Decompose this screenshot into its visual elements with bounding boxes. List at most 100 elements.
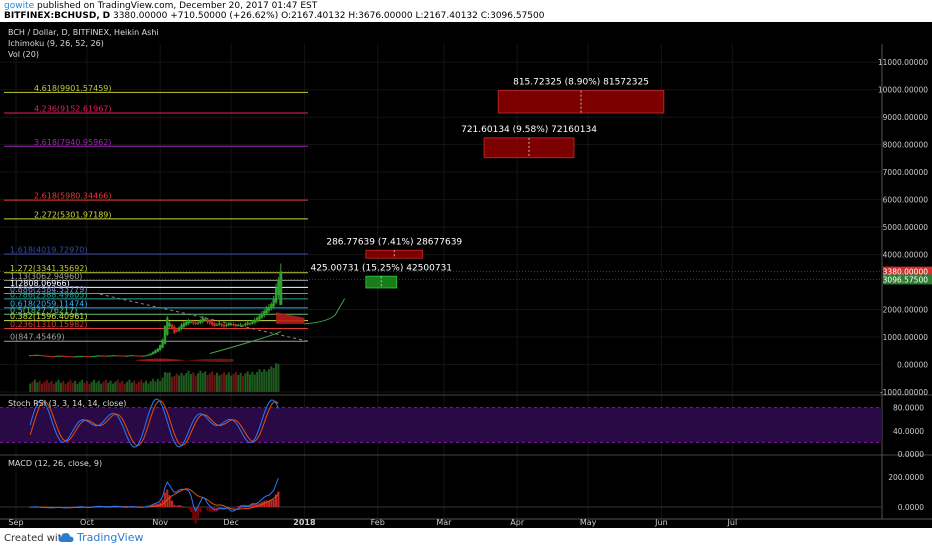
volume-bar (277, 364, 280, 392)
candle-body (111, 355, 115, 357)
candle-body (244, 323, 247, 326)
candle-body (199, 320, 202, 323)
macd-histogram-bar (163, 492, 166, 507)
volume-bar (74, 380, 77, 392)
macd-histogram-bar (208, 507, 211, 512)
tradingview-brand[interactable]: TradingView (58, 531, 143, 544)
volume-bar (253, 374, 256, 392)
candle-body (161, 339, 164, 348)
macd-histogram-bar (171, 500, 174, 507)
candle-body (213, 323, 216, 327)
candle-body (185, 321, 188, 326)
candle-body (99, 355, 103, 357)
close-value: 3096.57500 (490, 11, 545, 21)
axes: 11000.00000 10000.00000 9000.00000 8000.000… (0, 58, 932, 527)
volume-bar (211, 371, 214, 392)
macd-histogram-bar (111, 506, 114, 508)
macd-histogram-bar (272, 499, 275, 507)
macd-histogram-bar (237, 506, 240, 507)
interval: D (102, 11, 111, 21)
chart-canvas[interactable]: 4.618(9901.57459) 4.236(9152.61967) 3.618(… (0, 22, 932, 528)
candle-body (170, 324, 174, 329)
candle-body (211, 322, 214, 325)
time-tick-label: Sep (8, 518, 23, 527)
volume-bar (90, 381, 93, 392)
candle-body (133, 355, 136, 357)
candle-body (80, 356, 84, 358)
fib-level-label: 0.886(2584.53779) (10, 285, 88, 294)
candle-body (151, 351, 155, 355)
volume-bar (128, 379, 131, 392)
volume-bar (48, 382, 51, 392)
candle-body (173, 326, 176, 333)
volume-bar (88, 383, 91, 392)
stoch-title: Stoch RSI (3, 3, 14, 14, close) (8, 399, 126, 408)
volume-bar (241, 375, 244, 392)
macd-histogram-bar (267, 501, 270, 507)
candle-body (38, 355, 41, 357)
candle-body (45, 355, 48, 357)
candle-body (159, 345, 162, 351)
candle-body (194, 322, 197, 324)
price-tick-label: 10000.00000 (878, 86, 928, 95)
macd-histogram-bar (192, 507, 195, 520)
candle-body (140, 355, 143, 357)
candle-body (279, 271, 283, 305)
macd-histogram-bar (232, 507, 235, 509)
candle-body (220, 323, 223, 326)
price-tick-label: 0.00000 (897, 361, 928, 370)
volume-bar (71, 382, 74, 392)
volume-bar (57, 379, 60, 392)
candle-body (50, 356, 53, 358)
candle-body (33, 355, 37, 357)
volume-bar (232, 373, 235, 392)
fib-level-label: 0.618(2059.11474) (10, 299, 88, 308)
volume-bar (244, 373, 247, 392)
stoch-band (0, 407, 882, 443)
measure-tools[interactable]: 815.72325 (8.90%) 81572325 721.60134 (9.5… (310, 78, 665, 289)
candles (28, 263, 283, 358)
candle-body (54, 356, 58, 358)
fibonacci-extension[interactable]: 4.618(9901.57459) 4.236(9152.61967) 3.618(… (4, 84, 309, 342)
volume-bar (171, 376, 174, 392)
volume-bar (111, 383, 114, 392)
time-tick-label: Oct (80, 518, 94, 527)
volume-bar (225, 374, 228, 392)
macd-histogram-bar (178, 505, 181, 507)
candle-body (52, 356, 56, 358)
volume-bar (114, 381, 117, 392)
volume-bar (182, 375, 185, 392)
volume-bar (220, 373, 223, 392)
candle-body (192, 321, 195, 324)
time-tick-label: Jun (654, 518, 668, 527)
legend-volume: Vol (20) (8, 50, 39, 59)
candle-body (144, 355, 148, 357)
candle-body (116, 355, 119, 357)
close-price-label: 3096.57500 (883, 275, 929, 284)
volume-bar (175, 373, 178, 392)
volume-bar (95, 382, 98, 392)
macd-histogram-bar (185, 507, 188, 508)
volume-bar (187, 370, 190, 392)
author-link[interactable]: gowite (4, 1, 35, 11)
volume-bar (41, 383, 44, 392)
candle-body (218, 323, 221, 325)
candle-body (76, 356, 79, 358)
volume-bar (180, 372, 183, 392)
macd-histogram-bar (197, 507, 200, 518)
fib-level-label: 1.13(3062.94960) (10, 272, 82, 281)
close-price-badge (883, 274, 932, 285)
volume-bar (123, 383, 126, 392)
low-label: L: (415, 11, 424, 21)
candle-body (154, 350, 157, 354)
macd-histogram-bar (109, 506, 112, 508)
volume-bar (62, 380, 65, 392)
stoch-tick-label: 80.0000 (893, 404, 924, 413)
macd-tick-label: 0.0000 (898, 503, 924, 512)
symbol: BITFINEX:BCHUSD, (4, 11, 100, 21)
volume-bar (109, 380, 112, 392)
publish-line: gowite published on TradingView.com, Dec… (4, 1, 317, 11)
measure-box[interactable] (497, 90, 665, 114)
candle-body (265, 308, 268, 314)
macd-histogram-bar (173, 504, 176, 507)
